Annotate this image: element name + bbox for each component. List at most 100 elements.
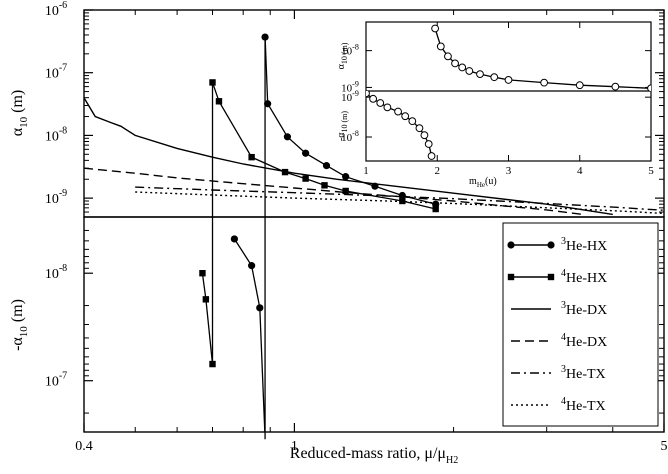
upper-point-he4hx (248, 153, 255, 161)
legend-entry-he3hx: 3He-HX (507, 236, 607, 254)
ylabel-unit: (m) (9, 90, 26, 117)
inset-lower-point-inset-neg (415, 124, 424, 133)
x-tick-label: 1 (291, 439, 298, 454)
inset-x-tick-label: 5 (648, 165, 654, 177)
tick-base: 10 (341, 46, 353, 58)
ylabel-main: α (9, 127, 26, 136)
x-axis-title: Reduced-mass ratio, μ/μH2 (290, 445, 458, 466)
tick-exponent: -6 (59, 0, 67, 11)
legend-superscript: 4 (561, 332, 566, 343)
upper-point-he4hx (399, 197, 406, 205)
upper-y-axis-title: α10 (m) (9, 90, 30, 137)
tick-exponent: -9 (59, 188, 67, 199)
legend-marker (507, 273, 515, 281)
tick-exponent: -9 (352, 89, 359, 98)
upper-line-he4tx (135, 191, 664, 215)
legend-box (502, 222, 659, 427)
upper-point-he4hx (209, 79, 216, 86)
upper-point-he4hx (342, 187, 349, 195)
legend-text: He-DX (566, 303, 607, 318)
inset-y-tick-label: 10-9 (341, 79, 359, 94)
lower-line-he4hx (201, 273, 214, 365)
tick-exponent: -9 (352, 79, 359, 88)
inset-upper-point-inset-pos (611, 82, 620, 91)
legend-label-he3hx: 3He-HX (561, 236, 607, 254)
xlabel-main: Reduced-mass ratio, μ/μ (290, 445, 446, 462)
legend-superscript: 4 (561, 268, 566, 279)
lower-y-axis-title: -α10 (m) (9, 299, 30, 351)
tick-base: 10 (341, 82, 353, 94)
tick-base: 10 (45, 267, 59, 282)
tick-exponent: -7 (59, 371, 67, 382)
legend-label-he4dx: 4He-DX (561, 332, 607, 350)
legend-superscript: 3 (561, 300, 566, 311)
tick-base: 10 (45, 129, 59, 144)
inset-x-tick-label: 3 (506, 165, 512, 177)
inset-upper-point-inset-pos (465, 67, 474, 75)
legend-entry-he3dx: 3He-DX (511, 300, 607, 318)
upper-point-he4hx (302, 175, 309, 182)
upper-point-he3hx (342, 173, 350, 181)
legend-text: He-DX (566, 335, 607, 350)
legend-superscript: 4 (561, 396, 566, 407)
inset-upper-point-inset-pos (458, 63, 467, 72)
ylabel-unit: (m) (9, 299, 26, 326)
upper-point-he3hx (283, 133, 292, 141)
ylabel-sub: 10 (18, 116, 30, 128)
inset-upper-point-inset-pos (540, 78, 549, 87)
inset-ylabel-main: α (336, 63, 347, 69)
upper-point-he3hx (302, 149, 310, 157)
tick-exponent: -8 (59, 125, 67, 136)
inset-lower-point-inset-neg (369, 94, 378, 103)
tick-base: 10 (45, 375, 59, 390)
tick-base: 10 (341, 132, 353, 144)
inset-lower-point-inset-neg (427, 152, 436, 160)
legend-marker (507, 241, 515, 249)
upper-point-he4hx (215, 98, 223, 105)
inset-lower-point-inset-neg (420, 131, 429, 140)
legend-text: He-HX (566, 271, 607, 286)
upper-series-he4tx (135, 191, 664, 215)
upper-point-he3hx (261, 33, 269, 41)
inset-lower-point-inset-neg (394, 107, 402, 116)
upper-series-he3tx (135, 186, 664, 211)
inset-lower-y-title: -α10 (m) (336, 111, 349, 141)
inset-upper-point-inset-pos (504, 76, 513, 84)
inset-lower-point-inset-neg (366, 91, 370, 98)
inset-xlabel-sub: He (477, 181, 485, 189)
tick-base: 10 (45, 4, 59, 19)
legend-text: He-HX (566, 239, 607, 254)
legend-marker (547, 273, 555, 281)
tick-base: 10 (45, 192, 59, 207)
legend-text: He-TX (566, 399, 606, 414)
lower-point-he4hx (199, 270, 206, 277)
inset-lower-series-inset-neg (366, 91, 436, 160)
lower-point-he4hx (209, 360, 216, 368)
upper-series-he4dx (84, 167, 583, 216)
tick-exponent: -7 (59, 63, 67, 74)
upper-point-he3hx (322, 162, 331, 170)
upper-line-he3tx (135, 186, 664, 211)
lower-series-he3hx (230, 235, 266, 432)
legend-superscript: 3 (561, 364, 566, 375)
lower-panel: 0.4 1 510-810-7-α10 (m)Reduced-mass ratio,… (9, 216, 668, 466)
lower-point-he4hx (202, 296, 210, 303)
upper-point-he3hx (264, 100, 272, 108)
inset-upper-point-inset-pos (451, 59, 459, 68)
y-tick-label: 10-9 (45, 188, 67, 207)
upper-series-he3dx (84, 97, 613, 216)
inset-ylabel-sub: 10 (m) (340, 111, 349, 133)
lower-point-he3hx (230, 235, 238, 243)
inset-upper-point-inset-pos (476, 70, 484, 79)
legend-text: He-TX (566, 367, 606, 382)
inset-x-title: mHe(u) (469, 176, 497, 189)
x-tick-label: 5 (661, 439, 668, 454)
inset-ylabel-main: -α (336, 132, 347, 141)
inset-upper-point-inset-pos (647, 84, 651, 91)
inset-y-tick-label: 10-8 (341, 43, 359, 58)
inset-x-tick-label: 1 (363, 165, 369, 177)
legend-label-he4hx: 4He-HX (561, 268, 607, 286)
